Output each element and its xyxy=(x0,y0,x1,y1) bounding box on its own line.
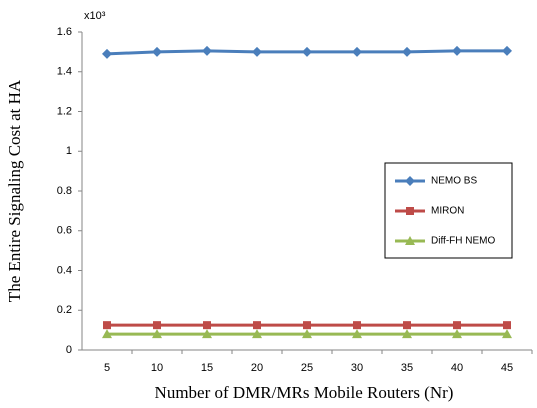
data-point xyxy=(152,329,162,339)
x-axis-label: Number of DMR/MRs Mobile Routers (Nr) xyxy=(155,383,454,402)
y-tick-label: 1.4 xyxy=(57,66,72,78)
legend-marker xyxy=(405,176,415,186)
x-tick-label: 15 xyxy=(201,362,213,374)
y-tick-label: 1.2 xyxy=(57,105,72,117)
y-axis-label: The Entire Signaling Cost at HA xyxy=(5,79,24,302)
data-point xyxy=(203,321,211,330)
data-point xyxy=(152,46,162,57)
y-tick-label: 0.6 xyxy=(57,225,72,237)
data-point xyxy=(452,329,462,339)
y-tick-label: 0.4 xyxy=(57,264,72,276)
data-point xyxy=(303,321,311,330)
axis-multiplier: x10³ xyxy=(84,10,106,22)
data-point xyxy=(253,321,261,330)
data-point xyxy=(102,48,112,59)
data-point xyxy=(503,321,511,330)
legend-marker xyxy=(405,236,415,245)
data-point xyxy=(302,46,312,57)
data-point xyxy=(102,329,112,339)
x-tick-label: 30 xyxy=(351,362,363,374)
data-point xyxy=(252,46,262,57)
x-tick-label: 10 xyxy=(151,362,163,374)
data-point xyxy=(402,46,412,57)
data-point xyxy=(352,329,362,339)
legend-label: Diff-FH NEMO xyxy=(431,236,495,247)
data-point xyxy=(452,45,462,56)
y-tick-label: 0.2 xyxy=(57,304,72,316)
legend-marker xyxy=(406,207,414,215)
x-tick-label: 25 xyxy=(301,362,313,374)
x-tick-label: 35 xyxy=(401,362,413,374)
x-tick-label: 40 xyxy=(451,362,463,374)
data-point xyxy=(403,321,411,330)
data-point xyxy=(453,321,461,330)
x-tick-label: 45 xyxy=(501,362,513,374)
data-point xyxy=(353,321,361,330)
legend-label: MIRON xyxy=(431,206,464,217)
data-point xyxy=(202,45,212,56)
data-point xyxy=(502,45,512,56)
data-point xyxy=(402,329,412,339)
y-tick-label: 1 xyxy=(66,145,72,157)
x-tick-label: 20 xyxy=(251,362,263,374)
legend-label: NEMO BS xyxy=(431,176,477,187)
y-tick-label: 0.8 xyxy=(57,185,72,197)
data-point xyxy=(153,321,161,330)
data-point xyxy=(502,329,512,339)
data-point xyxy=(352,46,362,57)
data-point xyxy=(202,329,212,339)
data-point xyxy=(103,321,111,330)
data-point xyxy=(302,329,312,339)
x-tick-label: 5 xyxy=(104,362,110,374)
y-tick-label: 0 xyxy=(66,344,72,356)
data-point xyxy=(252,329,262,339)
y-tick-label: 1.6 xyxy=(57,26,72,38)
